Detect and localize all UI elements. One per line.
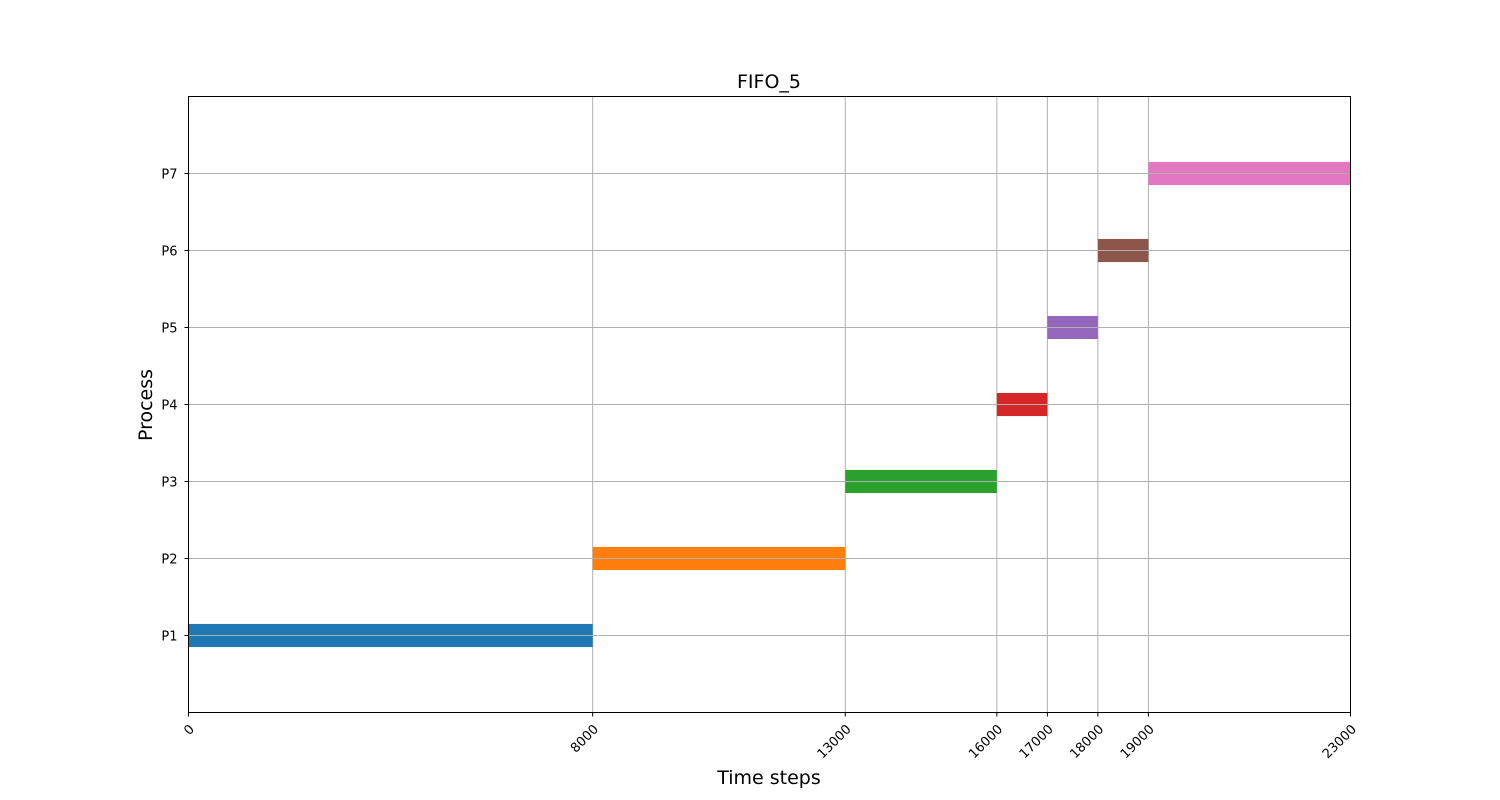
x-tick-label: 17000: [1017, 722, 1057, 762]
y-tick-label: P3: [161, 476, 177, 491]
x-tick-label: 0: [181, 722, 197, 738]
x-axis-ticks: 0 8000 13000 16000 17000 18000 19000 23000: [181, 712, 1360, 762]
y-tick-label: P5: [161, 322, 177, 337]
x-tick-label: 18000: [1067, 722, 1107, 762]
y-tick-label: P7: [161, 168, 177, 183]
bars: [188, 161, 1351, 648]
y-tick-label: P6: [161, 245, 177, 260]
x-tick-label: 23000: [1320, 722, 1360, 762]
y-axis-label: Process: [135, 369, 157, 441]
chart-title: FIFO_5: [737, 71, 801, 93]
y-tick-label: P1: [161, 630, 177, 645]
y-tick-label: P2: [161, 553, 177, 568]
y-tick-label: P4: [161, 399, 177, 414]
x-tick-label: 8000: [568, 722, 602, 756]
y-axis-ticks: P1 P2 P3 P4 P5 P6 P7: [161, 168, 189, 645]
x-tick-label: 13000: [815, 722, 855, 762]
x-tick-label: 16000: [966, 722, 1006, 762]
x-axis-label: Time steps: [716, 767, 821, 789]
x-tick-label: 19000: [1118, 722, 1158, 762]
